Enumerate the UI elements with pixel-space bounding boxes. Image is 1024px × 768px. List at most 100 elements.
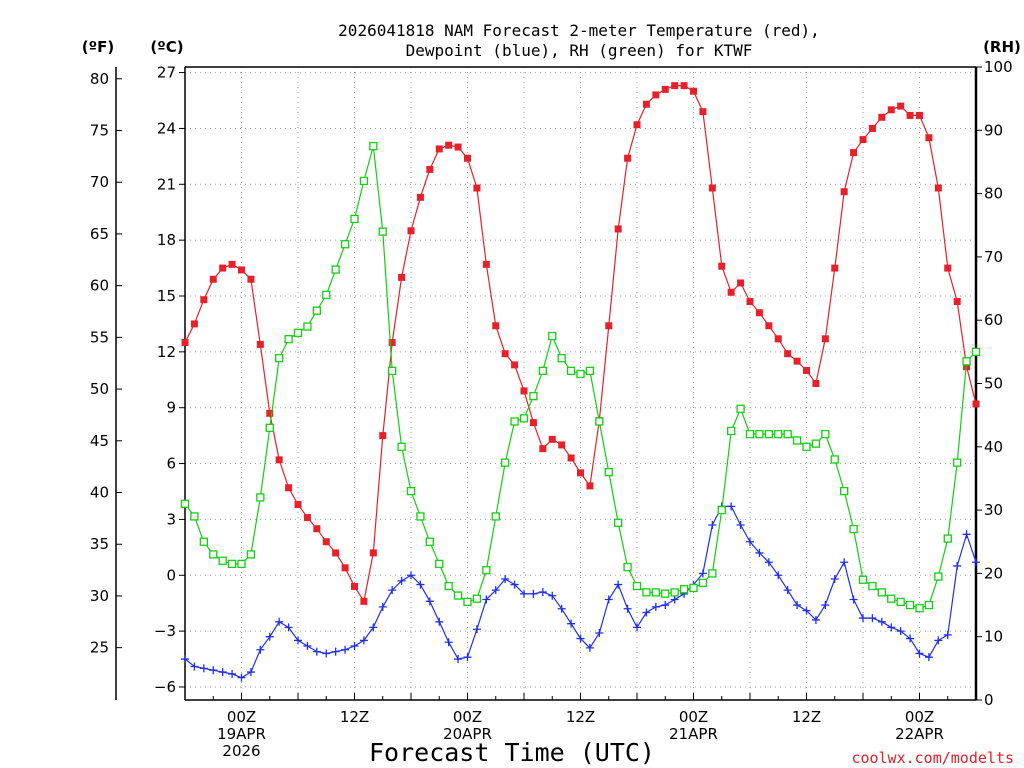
dewpoint-point (614, 580, 623, 589)
rh-point (661, 589, 670, 598)
fahrenheit-tick-label: 25 (90, 639, 109, 657)
rh-point (557, 354, 566, 363)
temperature-point (398, 273, 406, 281)
dewpoint-point (284, 623, 293, 632)
temperature-point (313, 525, 321, 533)
fahrenheit-tick-label: 45 (90, 432, 109, 450)
dewpoint-point (416, 580, 425, 589)
dewpoint-point (849, 595, 858, 604)
temperature-point (944, 264, 952, 272)
rh-point (406, 486, 416, 496)
dewpoint-point (906, 634, 915, 643)
temperature-point (614, 225, 622, 233)
temperature-point (633, 121, 641, 129)
x-tick-label: 12Z (566, 708, 595, 726)
dewpoint-point (482, 595, 491, 604)
dewpoint-point (472, 625, 481, 634)
dewpoint-point (868, 614, 877, 623)
rh-point (727, 426, 736, 436)
temperature-point (718, 262, 726, 270)
x-tick-label: 12Z (792, 708, 821, 726)
dewpoint-point (501, 574, 510, 583)
rh-point (953, 458, 962, 467)
dewpoint-point (840, 558, 849, 567)
dewpoint-point (303, 642, 312, 651)
temperature-point (727, 288, 735, 296)
fahrenheit-tick-label: 80 (90, 70, 109, 88)
dewpoint-point (585, 643, 594, 652)
temperature-point (868, 124, 876, 132)
x-tick-label: 21APR (669, 725, 718, 743)
temperature-point (699, 108, 707, 116)
rh-tick-label: 60 (984, 311, 1003, 329)
temperature-point (351, 582, 358, 590)
x-axis-title: Forecast Time (UTC) (369, 738, 655, 767)
celsius-tick-label: 21 (157, 175, 176, 193)
temperature-point (322, 538, 330, 546)
rh-point (388, 366, 397, 375)
temperature-point (784, 350, 792, 358)
rh-point (180, 499, 190, 508)
celsius-tick-label: 6 (166, 455, 176, 473)
temperature-point (360, 597, 368, 605)
dewpoint-point (529, 589, 538, 598)
dewpoint-point (811, 615, 820, 624)
rh-point (614, 518, 623, 527)
dewpoint-point (388, 586, 397, 595)
temperature-point (303, 514, 311, 522)
rh-point (378, 227, 387, 236)
rh-point (840, 486, 849, 496)
dewpoint-point (755, 548, 764, 557)
rh-point (350, 214, 359, 224)
dewpoint-point (425, 597, 434, 606)
temperature-point (690, 87, 697, 95)
dewpoint-point (661, 601, 670, 610)
dewpoint-point (595, 628, 604, 637)
rh-point (924, 600, 934, 610)
dewpoint-point (218, 668, 227, 677)
x-tick-label: 00Z (453, 708, 482, 726)
rh-point (764, 429, 773, 439)
temperature-point (906, 111, 914, 119)
series-temperature (181, 82, 980, 605)
temperature-point (445, 141, 453, 149)
dewpoint-point (463, 653, 472, 662)
rh-point (227, 559, 237, 569)
dewpoint-point (228, 669, 237, 678)
fahrenheit-tick-label: 65 (90, 225, 109, 243)
dewpoint-point (934, 636, 943, 645)
rh-point (256, 493, 265, 502)
temperature-point (548, 435, 556, 443)
temperature-point (803, 366, 810, 374)
temperature-point (661, 85, 669, 93)
fahrenheit-tick-label: 50 (90, 380, 109, 398)
rh-point (275, 354, 284, 363)
rh-point (858, 575, 868, 584)
temperature-point (680, 82, 688, 90)
dewpoint-point (821, 601, 830, 610)
fahrenheit-tick-label: 30 (90, 587, 109, 605)
rh-point (708, 569, 717, 578)
dewpoint-point (859, 614, 867, 623)
temperature-point (388, 339, 396, 347)
temperature-point (934, 184, 942, 192)
x-tick-label: 2026 (222, 742, 260, 760)
dewpoint-point (237, 673, 246, 682)
dewpoint-point (538, 588, 547, 597)
rh-point (444, 581, 453, 591)
rh-point (774, 429, 783, 439)
credit-text: coolwx.com/modelts (851, 749, 1014, 767)
temperature-point (671, 82, 679, 90)
rh-point (576, 369, 585, 379)
dewpoint-point (642, 608, 651, 617)
rh-point (548, 331, 557, 341)
temperature-point (708, 184, 716, 192)
temperature-point (492, 322, 500, 330)
temperature-point (765, 322, 773, 330)
rh-point (265, 423, 274, 432)
rh-unit-label: (RH) (983, 38, 1021, 56)
dewpoint-point (322, 649, 331, 658)
dewpoint-point (623, 604, 632, 613)
rh-point (340, 240, 350, 249)
